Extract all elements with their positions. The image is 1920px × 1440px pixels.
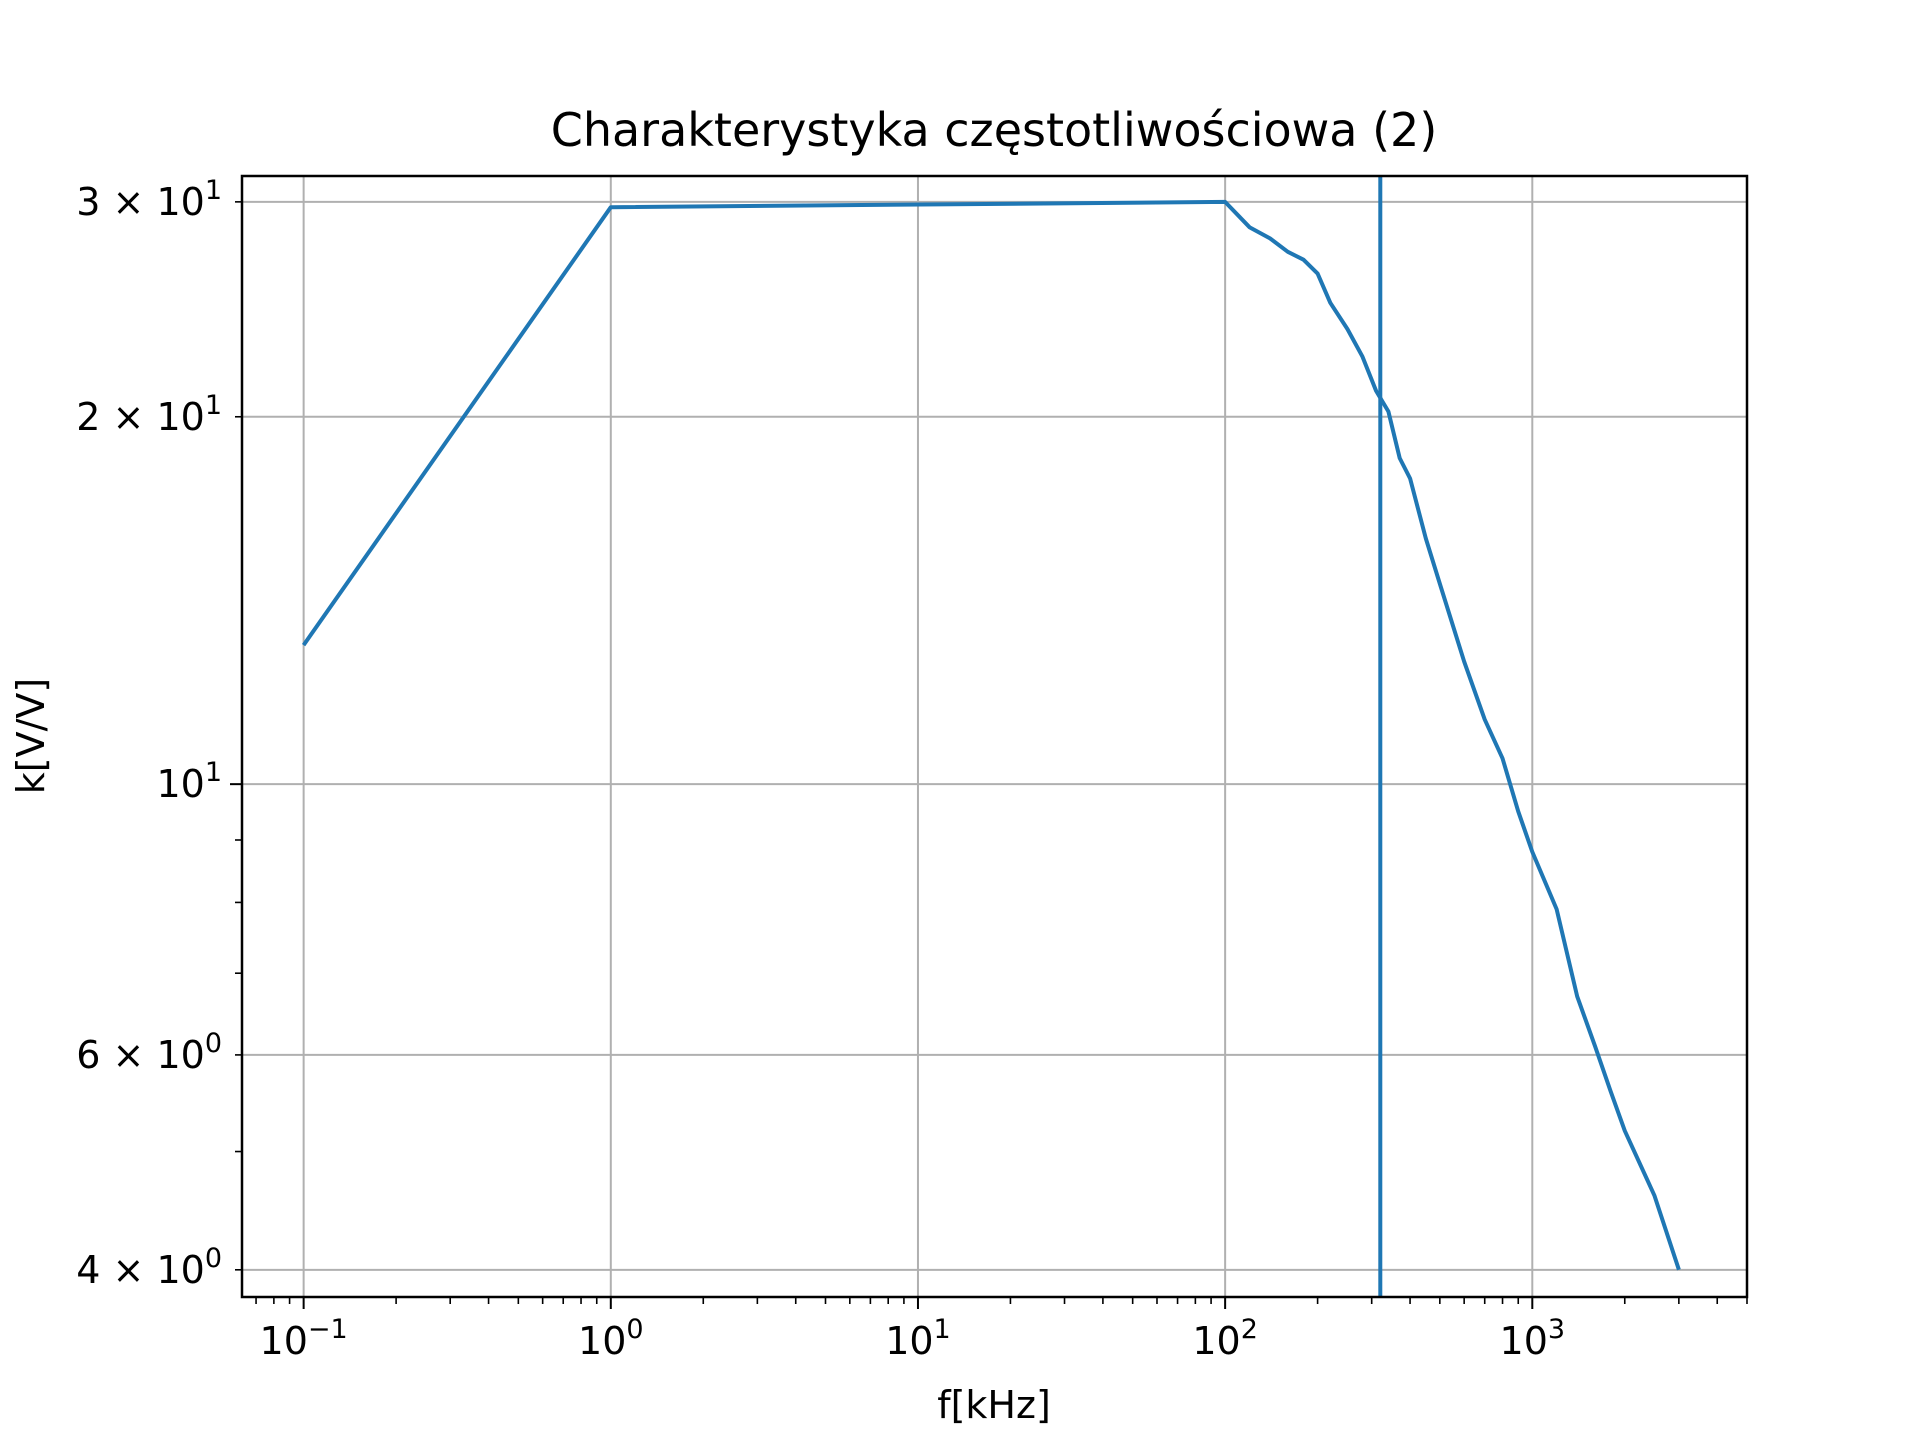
- y-tick-mantissa: 2 × 10: [76, 395, 205, 439]
- x-tick-base: 10: [260, 1319, 308, 1363]
- x-tick-label: 102: [1192, 1314, 1258, 1363]
- x-tick-base: 10: [578, 1319, 626, 1363]
- x-tick-exponent: 0: [626, 1314, 643, 1345]
- y-tick-exponent: 1: [205, 390, 222, 421]
- y-axis-label: k[V/V]: [9, 678, 53, 794]
- y-tick-label: 101: [156, 757, 222, 806]
- chart-title: Charakterystyka częstotliwościowa (2): [551, 103, 1438, 157]
- x-tick-label: 103: [1500, 1314, 1566, 1363]
- x-tick-exponent: −1: [308, 1314, 348, 1345]
- y-tick-label: 6 × 100: [76, 1028, 222, 1077]
- x-tick-exponent: 3: [1548, 1314, 1565, 1345]
- x-tick-label: 100: [578, 1314, 644, 1363]
- grid: [242, 176, 1747, 1297]
- y-tick-exponent: 1: [205, 175, 222, 206]
- y-tick-label: 2 × 101: [76, 390, 222, 439]
- y-tick-exponent: 0: [205, 1028, 222, 1059]
- x-tick-exponent: 1: [934, 1314, 951, 1345]
- y-tick-label: 4 × 100: [76, 1243, 222, 1292]
- plot-frame: [240, 174, 1749, 1299]
- y-tick-exponent: 0: [205, 1243, 222, 1274]
- x-tick-label: 101: [885, 1314, 951, 1363]
- x-tick-base: 10: [1192, 1319, 1240, 1363]
- x-tick-base: 10: [885, 1319, 933, 1363]
- ticks: [230, 201, 1748, 1309]
- series-line: [301, 199, 1681, 1271]
- series-layer: [301, 176, 1681, 1297]
- x-tick-exponent: 2: [1241, 1314, 1258, 1345]
- y-tick-label: 3 × 101: [76, 175, 222, 224]
- y-tick-exponent: 1: [205, 757, 222, 788]
- x-tick-base: 10: [1500, 1319, 1548, 1363]
- y-tick-mantissa: 10: [156, 762, 204, 806]
- x-axis-label: f[kHz]: [937, 1383, 1051, 1427]
- y-tick-mantissa: 4 × 10: [76, 1248, 205, 1292]
- x-tick-label: 10−1: [260, 1314, 348, 1363]
- y-tick-mantissa: 3 × 10: [76, 180, 205, 224]
- y-tick-mantissa: 6 × 10: [76, 1033, 205, 1077]
